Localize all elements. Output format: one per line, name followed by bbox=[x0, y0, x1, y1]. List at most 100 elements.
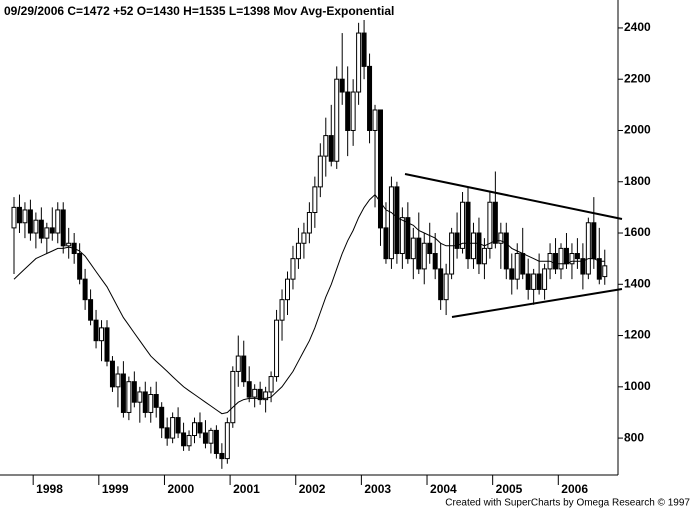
credit: Created with SuperCharts by Omega Resear… bbox=[445, 498, 690, 509]
candle-body bbox=[449, 232, 455, 275]
candle-body bbox=[202, 432, 208, 444]
candle-body bbox=[159, 406, 165, 429]
candle-body bbox=[361, 32, 367, 67]
candle-body bbox=[22, 209, 28, 224]
candle-body bbox=[317, 155, 323, 188]
candle-body bbox=[367, 65, 373, 131]
candle-body bbox=[246, 381, 252, 398]
candle-body bbox=[487, 201, 493, 249]
candle-body bbox=[27, 209, 33, 234]
candle-body bbox=[525, 273, 531, 290]
candle-body bbox=[602, 265, 608, 278]
candle-body bbox=[263, 391, 269, 401]
candle-body bbox=[356, 32, 362, 93]
candle-body bbox=[219, 452, 225, 460]
candle-body bbox=[553, 253, 559, 270]
candle-body bbox=[153, 394, 159, 408]
candle-body bbox=[192, 422, 198, 437]
candle-body bbox=[328, 135, 334, 162]
candle-body bbox=[104, 327, 110, 362]
x-tick-label: 2006 bbox=[561, 482, 588, 496]
candle-body bbox=[268, 376, 274, 393]
candle-body bbox=[137, 391, 143, 403]
title-backdrop bbox=[0, 2, 560, 20]
candle-body bbox=[49, 227, 55, 234]
x-tick-label: 2004 bbox=[430, 482, 457, 496]
candle-body bbox=[295, 242, 301, 260]
candle-body bbox=[377, 109, 383, 229]
candle-body bbox=[55, 209, 61, 234]
y-tick-label: 2200 bbox=[624, 71, 651, 85]
candle-body bbox=[274, 319, 280, 378]
y-tick-label: 1400 bbox=[624, 276, 651, 290]
candle-body bbox=[432, 253, 438, 270]
candle-body bbox=[66, 242, 72, 247]
candle-body bbox=[224, 422, 230, 460]
candle-body bbox=[306, 212, 312, 234]
x-tick-label: 2001 bbox=[233, 482, 260, 496]
y-tick-label: 1600 bbox=[624, 225, 651, 239]
lower-trendline bbox=[451, 288, 623, 318]
candle-body bbox=[585, 222, 591, 275]
candle-body bbox=[82, 278, 88, 301]
candle-body bbox=[16, 206, 22, 224]
candle-body bbox=[77, 253, 83, 280]
moving-average-line bbox=[13, 193, 605, 415]
candle-body bbox=[350, 91, 356, 131]
candle-body bbox=[405, 217, 411, 260]
candle-body bbox=[93, 319, 99, 342]
candle-body bbox=[388, 186, 394, 260]
x-tick-label: 1999 bbox=[102, 482, 129, 496]
candle-body bbox=[252, 388, 258, 398]
candle-body bbox=[399, 217, 405, 255]
candle-body bbox=[498, 232, 504, 244]
candle-body bbox=[126, 381, 132, 413]
candle-body bbox=[520, 253, 526, 275]
candle-body bbox=[148, 394, 154, 413]
candle-body bbox=[208, 429, 214, 444]
candle-body bbox=[514, 253, 520, 280]
candle-body bbox=[394, 186, 400, 255]
x-tick-label: 1998 bbox=[36, 482, 63, 496]
candle-body bbox=[470, 232, 476, 260]
candle-body bbox=[492, 201, 498, 244]
candle-body bbox=[443, 273, 449, 301]
candle-body bbox=[181, 432, 187, 447]
candle-body bbox=[323, 135, 329, 157]
candle-body bbox=[290, 258, 296, 280]
candle-body bbox=[454, 232, 460, 249]
candle-body bbox=[460, 201, 466, 249]
candle-body bbox=[334, 78, 340, 162]
candle-body bbox=[580, 258, 586, 275]
candle-body bbox=[120, 373, 126, 413]
candle-body bbox=[574, 253, 580, 260]
candle-body bbox=[345, 91, 351, 131]
candle-body bbox=[38, 219, 44, 239]
candle-body bbox=[481, 247, 487, 265]
y-tick-label: 1000 bbox=[624, 379, 651, 393]
candle-body bbox=[410, 237, 416, 260]
candle-body bbox=[301, 232, 307, 244]
candle-body bbox=[383, 227, 389, 260]
candle-body bbox=[115, 373, 121, 388]
candle-body bbox=[230, 370, 236, 424]
y-tick-label: 1200 bbox=[624, 328, 651, 342]
candle-body bbox=[60, 209, 66, 247]
candle-body bbox=[11, 206, 17, 229]
candle-body bbox=[465, 201, 471, 260]
chart-title: 09/29/2006 C=1472 +52 O=1430 H=1535 L=13… bbox=[4, 4, 394, 18]
candle-body bbox=[88, 299, 94, 321]
candle-body bbox=[427, 242, 433, 255]
candle-body bbox=[569, 253, 575, 265]
candle-body bbox=[558, 247, 564, 270]
candle-body bbox=[109, 360, 115, 388]
candle-body bbox=[438, 268, 444, 301]
candle-body bbox=[536, 273, 542, 290]
candle-body bbox=[476, 232, 482, 265]
y-tick-label: 1800 bbox=[624, 174, 651, 188]
candle-body bbox=[312, 186, 318, 214]
candle-body bbox=[563, 247, 569, 265]
candle-body bbox=[372, 109, 378, 131]
candle-body bbox=[503, 232, 509, 270]
